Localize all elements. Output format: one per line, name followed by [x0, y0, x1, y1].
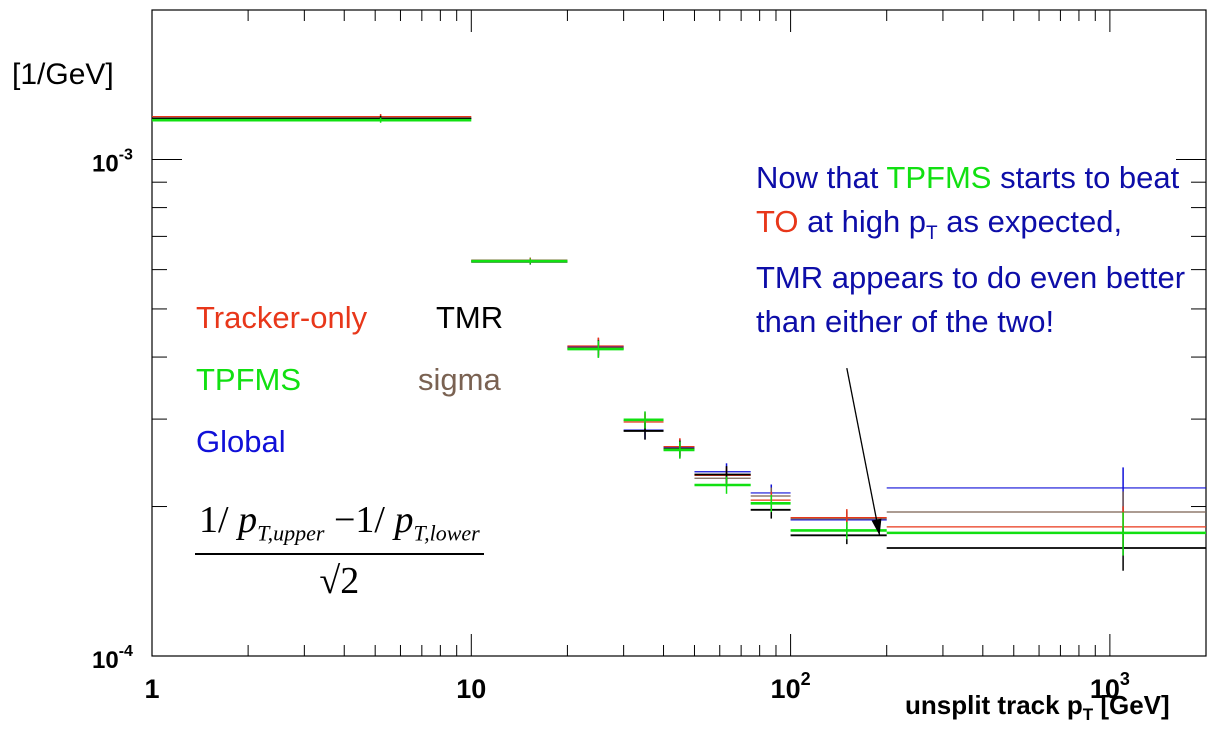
x-axis-title: unsplit track pT [GeV] [905, 690, 1170, 725]
plot-frame [151, 9, 1207, 657]
data-series [152, 114, 1206, 571]
annotation-part1: Now that [756, 160, 887, 195]
x-axis-title-unit: [GeV] [1093, 690, 1170, 720]
x-tick-label: 10 [456, 674, 486, 704]
formula-sub2: T,lower [413, 520, 480, 546]
legend-global: Global [196, 424, 286, 459]
annotation-part3: starts to beat [991, 160, 1180, 195]
annotation-to: TO [756, 204, 799, 239]
y-tick-label: 10-3 [92, 146, 133, 177]
annotation-arrow [846, 367, 881, 536]
annotation-part7: as expected, TMR appears to do even bett… [756, 204, 1186, 340]
annotation-part5: at high p [798, 204, 927, 239]
annotation-sub: T [926, 223, 938, 245]
series-tpfms [152, 117, 1206, 556]
legend-tpfms: TPFMS [196, 362, 302, 397]
formula-sub1: T,upper [257, 520, 325, 546]
formula-one: 1/ [199, 499, 239, 541]
axis-ticks [151, 9, 1207, 657]
annotation-text: Now that TPFMS starts to beat TO at high… [756, 156, 1196, 344]
y-axis-unit-label: [1/GeV] [12, 58, 114, 91]
formula-p1: p [238, 499, 258, 541]
legend-tmr: TMR [436, 300, 504, 335]
x-tick-label: 1 [144, 674, 159, 704]
annotation-tpfms: TPFMS [886, 160, 992, 195]
formula-minus: −1/ [324, 499, 395, 541]
formula-numerator: 1/ pT,upper −1/ pT,lower [195, 498, 484, 555]
formula-p2: p [394, 499, 414, 541]
x-axis-title-main: unsplit track p [905, 690, 1083, 720]
legend-tracker-only: Tracker-only [196, 300, 368, 335]
y-tick-label: 10-4 [92, 643, 133, 674]
formula-denominator: √2 [319, 559, 360, 602]
annotation-arrow-head [871, 518, 882, 536]
x-tick-label: 102 [771, 669, 811, 704]
formula: 1/ pT,upper −1/ pT,lower √2 [195, 498, 484, 603]
legend-sigma: sigma [418, 362, 501, 397]
x-axis-title-sub: T [1082, 705, 1094, 725]
